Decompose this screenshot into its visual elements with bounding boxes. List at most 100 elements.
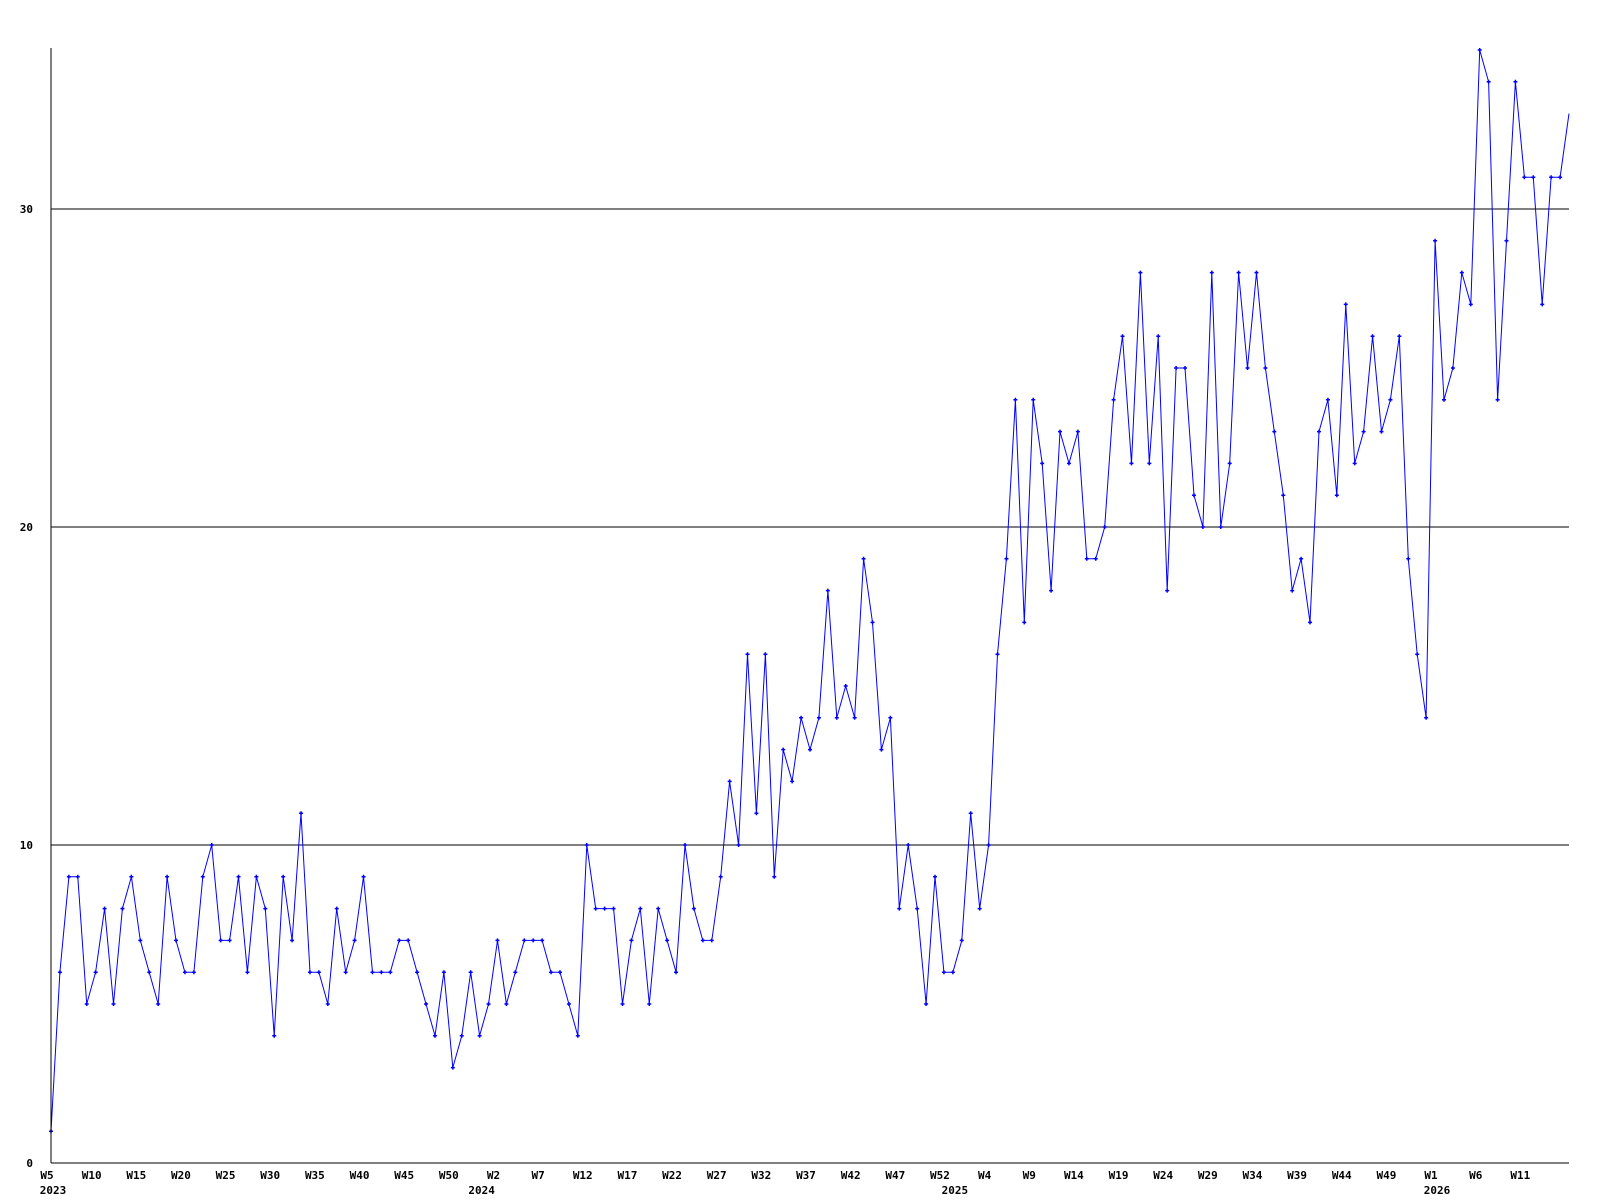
data-point — [316, 970, 321, 975]
data-point — [834, 715, 839, 720]
data-point — [933, 874, 938, 879]
data-point — [468, 970, 473, 975]
data-point — [799, 715, 804, 720]
x-tick-label: W12 — [573, 1169, 593, 1182]
data-point — [852, 715, 857, 720]
data-point — [325, 1002, 330, 1006]
data-point — [1111, 397, 1116, 402]
data-point — [1281, 493, 1286, 498]
data-point — [66, 874, 71, 879]
data-point — [1013, 397, 1018, 402]
data-point — [361, 874, 366, 879]
data-point — [691, 906, 696, 911]
data-point — [1477, 48, 1482, 52]
data-point — [861, 556, 866, 561]
data-point — [129, 874, 134, 879]
data-point — [227, 938, 232, 943]
data-point — [75, 874, 80, 879]
data-point — [1388, 397, 1393, 402]
x-tick-label: W22 — [662, 1169, 682, 1182]
x-tick-label: W11 — [1510, 1169, 1530, 1182]
data-point — [808, 747, 812, 752]
series-line — [50, 49, 1570, 1132]
data-point — [825, 588, 830, 593]
data-point — [1040, 461, 1045, 466]
data-point — [57, 970, 62, 975]
year-labels: 2023 2024 2025 2026 — [40, 1184, 1451, 1197]
data-point — [843, 684, 848, 688]
data-point — [1147, 461, 1152, 466]
x-tick-label: W24 — [1153, 1169, 1173, 1182]
x-tick-label: W42 — [841, 1169, 861, 1182]
data-point — [1441, 397, 1446, 402]
data-point — [986, 843, 991, 847]
data-points — [49, 48, 1563, 1134]
data-point — [620, 1002, 625, 1006]
data-point — [1263, 366, 1268, 370]
x-tick-label: W32 — [751, 1169, 771, 1182]
data-point — [611, 906, 616, 911]
data-point — [290, 938, 295, 943]
x-tick-label: W35 — [305, 1169, 325, 1182]
data-point — [1522, 175, 1527, 180]
data-point — [1334, 493, 1339, 498]
data-point — [522, 938, 527, 943]
data-point — [93, 970, 98, 975]
data-point — [156, 1002, 161, 1006]
data-point — [915, 906, 920, 911]
x-tick-label: W29 — [1198, 1169, 1218, 1182]
data-point — [977, 906, 982, 911]
data-point — [1022, 620, 1027, 625]
x-tick-label: W17 — [617, 1169, 637, 1182]
data-point — [1227, 461, 1232, 466]
data-point — [379, 970, 384, 975]
data-point — [995, 652, 1000, 657]
x-tick-label: W14 — [1064, 1169, 1084, 1182]
data-point — [1370, 334, 1375, 339]
data-point — [772, 874, 777, 879]
data-point — [1272, 429, 1277, 434]
data-point — [1299, 556, 1304, 561]
data-point — [102, 906, 107, 911]
data-point — [147, 970, 152, 975]
data-point — [1236, 270, 1241, 275]
x-tick-label: W44 — [1332, 1169, 1352, 1182]
data-point — [1379, 429, 1384, 434]
x-tick-label: W47 — [885, 1169, 905, 1182]
data-point — [1558, 175, 1563, 180]
data-point — [1424, 715, 1429, 720]
data-point — [218, 938, 223, 943]
data-point — [245, 970, 250, 975]
data-point — [334, 906, 339, 911]
data-point — [1397, 334, 1402, 339]
data-point — [593, 906, 598, 911]
data-point — [1254, 270, 1259, 275]
data-point — [1433, 238, 1438, 243]
data-point — [870, 620, 875, 625]
data-point — [790, 779, 795, 784]
data-point — [263, 906, 268, 911]
data-point — [191, 970, 196, 975]
data-point — [477, 1033, 482, 1038]
x-tick-label: W49 — [1376, 1169, 1396, 1182]
data-point — [1031, 397, 1036, 402]
data-point — [575, 1033, 580, 1038]
data-point — [950, 970, 955, 975]
y-tick-label: 0 — [26, 1157, 33, 1170]
data-point — [1138, 270, 1143, 275]
y-tick-labels: 0 10 20 30 — [20, 203, 33, 1170]
data-point — [272, 1033, 277, 1038]
data-point — [1156, 334, 1161, 339]
data-point — [370, 970, 375, 975]
data-point — [1218, 525, 1223, 529]
data-point — [1352, 461, 1357, 466]
year-label: 2023 — [40, 1184, 67, 1197]
data-point — [1290, 588, 1295, 593]
data-point — [174, 938, 179, 943]
data-point — [1325, 397, 1330, 402]
x-tick-label: W34 — [1243, 1169, 1263, 1182]
data-point — [1084, 556, 1089, 561]
data-point — [200, 874, 205, 879]
data-point — [1093, 556, 1098, 561]
